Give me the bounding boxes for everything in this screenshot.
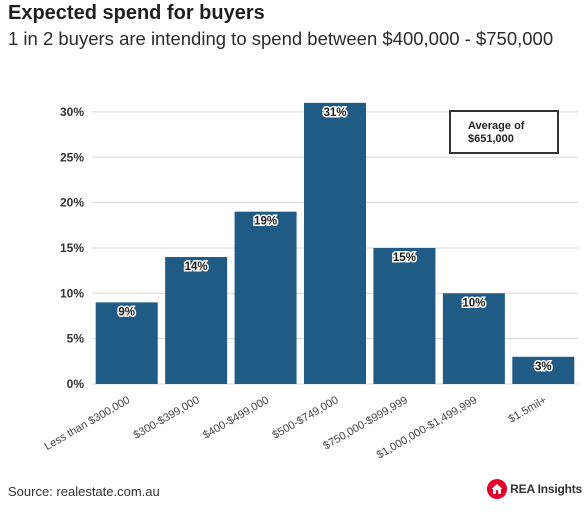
y-tick-label: 0% bbox=[67, 377, 85, 391]
y-tick-label: 15% bbox=[60, 241, 84, 255]
y-tick-label: 20% bbox=[60, 196, 84, 210]
y-tick-label: 10% bbox=[60, 286, 84, 300]
bar bbox=[234, 211, 297, 384]
annotation-line-2: $651,000 bbox=[468, 133, 514, 145]
y-axis-ticks: 0% 5% 10% 15% 20% 25% 30% bbox=[60, 105, 84, 391]
bar bbox=[95, 302, 158, 384]
bar bbox=[512, 356, 575, 384]
data-labels: 9% 14% 19% 31% 15% 10% 3% bbox=[117, 105, 553, 374]
bars bbox=[95, 102, 575, 384]
bar bbox=[304, 102, 366, 384]
bar-chart: 0%5%10%15%20%25%30% 9%14%19%31%15%10%3% … bbox=[43, 102, 578, 461]
x-tick-label: Less than $300,000 bbox=[43, 394, 133, 453]
x-tick-label: $500-$749,000 bbox=[270, 394, 340, 441]
bar bbox=[442, 293, 505, 384]
data-label: 15% bbox=[393, 252, 416, 264]
rea-insights-logo: REA Insights bbox=[487, 479, 582, 499]
annotation-line-1: Average of bbox=[468, 120, 525, 132]
source-note: Source: realestate.com.au bbox=[8, 484, 160, 499]
x-axis-ticks: Less than $300,000 $300-$399,000 $400-$499… bbox=[43, 394, 549, 461]
bar bbox=[165, 257, 228, 384]
bar bbox=[373, 247, 436, 384]
chart-title: Expected spend for buyers bbox=[8, 2, 265, 24]
data-label: 31% bbox=[323, 107, 346, 119]
y-tick-label: 5% bbox=[67, 332, 85, 346]
data-label: 14% bbox=[185, 261, 208, 273]
average-annotation: Average of $651,000 bbox=[449, 110, 559, 154]
annotation-box bbox=[449, 110, 559, 154]
y-tick-label: 30% bbox=[60, 105, 84, 119]
logo-text: REA Insights bbox=[510, 482, 582, 496]
x-tick-label: $1.5mil+ bbox=[507, 394, 549, 425]
data-label: 10% bbox=[462, 297, 485, 309]
data-label: 9% bbox=[118, 306, 135, 318]
rea-house-icon bbox=[487, 479, 508, 499]
chart-subtitle: 1 in 2 buyers are intending to spend bet… bbox=[8, 28, 554, 49]
x-tick-label: $400-$499,000 bbox=[201, 394, 271, 441]
y-tick-label: 25% bbox=[60, 150, 84, 164]
x-tick-label: $300-$399,000 bbox=[132, 394, 202, 441]
data-label: 3% bbox=[535, 361, 552, 373]
data-label: 19% bbox=[254, 216, 277, 228]
